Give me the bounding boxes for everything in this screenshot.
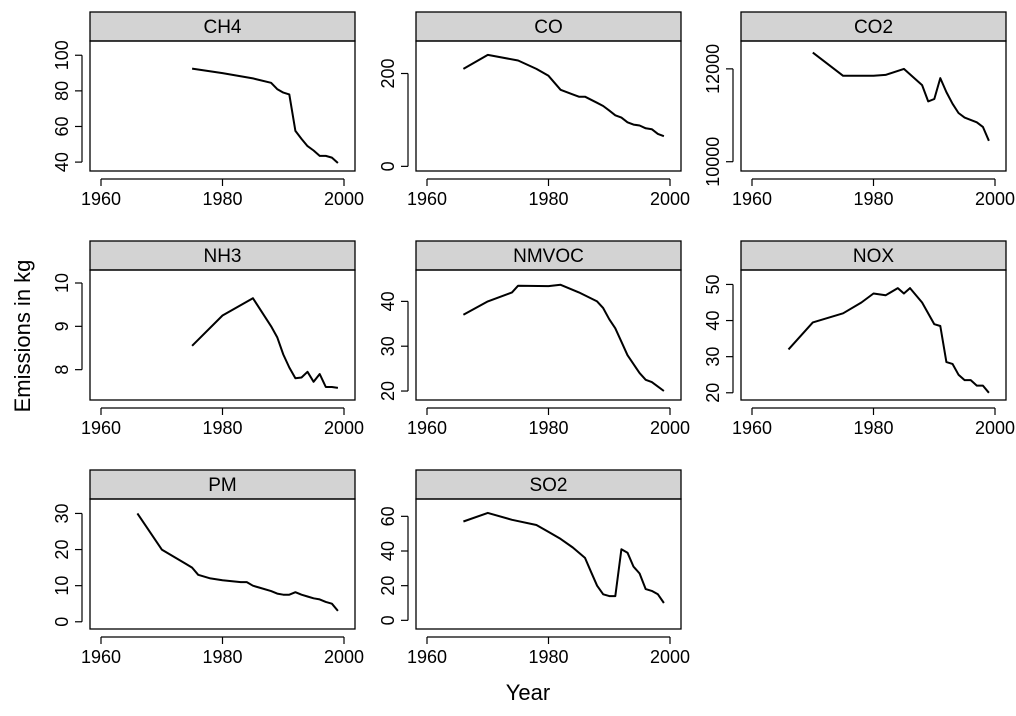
- strip-nh3: [89, 240, 356, 271]
- y-tick-label: 10: [52, 273, 72, 293]
- panel-co2: CO2 1960 1980 2000 10000 12000: [703, 11, 1015, 209]
- x-tick-label: 1960: [407, 647, 447, 667]
- strip-label-co: CO: [534, 17, 563, 38]
- x-tick-label: 1980: [202, 418, 242, 438]
- strip-pm: [89, 469, 356, 500]
- y-tick-label: 0: [378, 161, 398, 171]
- series-line-co2: [812, 51, 990, 142]
- y-tick-label: 30: [52, 503, 72, 523]
- x-tick-label: 2000: [650, 418, 690, 438]
- panel-nmvoc: NMVOC 1960 1980 2000 20 30 40: [378, 240, 690, 438]
- x-tick-label: 1960: [407, 418, 447, 438]
- plot-frame-co: [415, 40, 682, 172]
- panel-nh3: NH3 1960 1980 2000 8 9 10: [52, 240, 364, 438]
- x-tick-label: 2000: [324, 418, 364, 438]
- strip-ch4: [89, 11, 356, 42]
- y-tick-label: 9: [52, 321, 72, 331]
- x-axis-title: Year: [506, 680, 550, 705]
- y-tick-label: 20: [378, 381, 398, 401]
- x-tick-label: 2000: [975, 189, 1015, 209]
- x-tick-label: 1960: [407, 189, 447, 209]
- plot-frame-co2: [740, 40, 1007, 172]
- strip-label-pm: PM: [208, 475, 237, 496]
- panel-pm: PM 1960 1980 2000 0 10 20 30: [52, 469, 364, 667]
- plot-frame-nmvoc: [415, 269, 682, 401]
- y-tick-label: 60: [378, 506, 398, 526]
- series-line-nh3: [191, 297, 339, 389]
- panel-so2: SO2 1960 1980 2000 0 20 40 60: [378, 469, 690, 667]
- x-tick-label: 1980: [202, 189, 242, 209]
- series-line-ch4: [191, 67, 339, 164]
- strip-label-ch4: CH4: [203, 17, 241, 38]
- y-tick-label: 200: [378, 58, 398, 88]
- strip-label-nh3: NH3: [203, 246, 241, 267]
- x-tick-label: 2000: [650, 189, 690, 209]
- y-tick-label: 80: [52, 81, 72, 101]
- x-tick-label: 1980: [528, 189, 568, 209]
- y-tick-label: 50: [703, 274, 723, 294]
- strip-co: [415, 11, 682, 42]
- strip-nmvoc: [415, 240, 682, 271]
- y-tick-label: 8: [52, 365, 72, 375]
- x-tick-label: 2000: [975, 418, 1015, 438]
- panel-nox: NOX 1960 1980 2000 20 30 40 50: [703, 240, 1015, 438]
- strip-label-nox: NOX: [853, 246, 895, 267]
- y-tick-label: 60: [52, 116, 72, 136]
- y-tick-label: 20: [703, 383, 723, 403]
- plot-frame-so2: [415, 498, 682, 630]
- x-tick-label: 1960: [81, 418, 121, 438]
- y-tick-label: 40: [378, 541, 398, 561]
- y-tick-label: 30: [378, 336, 398, 356]
- series-line-nox: [787, 287, 990, 394]
- plot-frame-nox: [740, 269, 1007, 401]
- x-tick-label: 2000: [324, 189, 364, 209]
- strip-label-nmvoc: NMVOC: [513, 246, 584, 267]
- y-tick-label: 20: [52, 540, 72, 560]
- series-line-pm: [136, 512, 339, 612]
- series-line-so2: [463, 511, 665, 604]
- series-line-nmvoc: [462, 283, 665, 392]
- strip-nox: [740, 240, 1007, 271]
- y-tick-label: 40: [378, 291, 398, 311]
- y-tick-label: 10000: [703, 137, 723, 187]
- y-tick-label: 20: [378, 576, 398, 596]
- x-tick-label: 1960: [732, 418, 772, 438]
- panel-ch4: CH4 1960 1980 2000 40 60 80 100: [52, 11, 364, 209]
- y-tick-label: 0: [52, 617, 72, 627]
- plot-frame-ch4: [89, 40, 356, 172]
- x-tick-label: 1980: [853, 189, 893, 209]
- strip-label-co2: CO2: [854, 17, 893, 38]
- x-tick-label: 1980: [528, 647, 568, 667]
- strip-label-so2: SO2: [529, 475, 567, 496]
- x-tick-label: 1960: [81, 647, 121, 667]
- x-tick-label: 2000: [650, 647, 690, 667]
- x-tick-label: 1960: [732, 189, 772, 209]
- y-tick-label: 0: [378, 615, 398, 625]
- y-tick-label: 40: [52, 152, 72, 172]
- x-tick-label: 1980: [202, 647, 242, 667]
- x-tick-label: 1980: [528, 418, 568, 438]
- y-axis-title: Emissions in kg: [10, 260, 35, 413]
- x-tick-label: 1960: [81, 189, 121, 209]
- plot-frame-nh3: [89, 269, 356, 401]
- panel-co: CO 1960 1980 2000 0 200: [378, 11, 690, 209]
- plot-frame-pm: [89, 498, 356, 630]
- y-tick-label: 12000: [703, 44, 723, 94]
- x-tick-label: 1980: [853, 418, 893, 438]
- series-line-co: [462, 53, 665, 138]
- y-tick-label: 100: [52, 40, 72, 70]
- y-tick-label: 30: [703, 347, 723, 367]
- y-tick-label: 10: [52, 576, 72, 596]
- x-tick-label: 2000: [324, 647, 364, 667]
- y-tick-label: 40: [703, 311, 723, 331]
